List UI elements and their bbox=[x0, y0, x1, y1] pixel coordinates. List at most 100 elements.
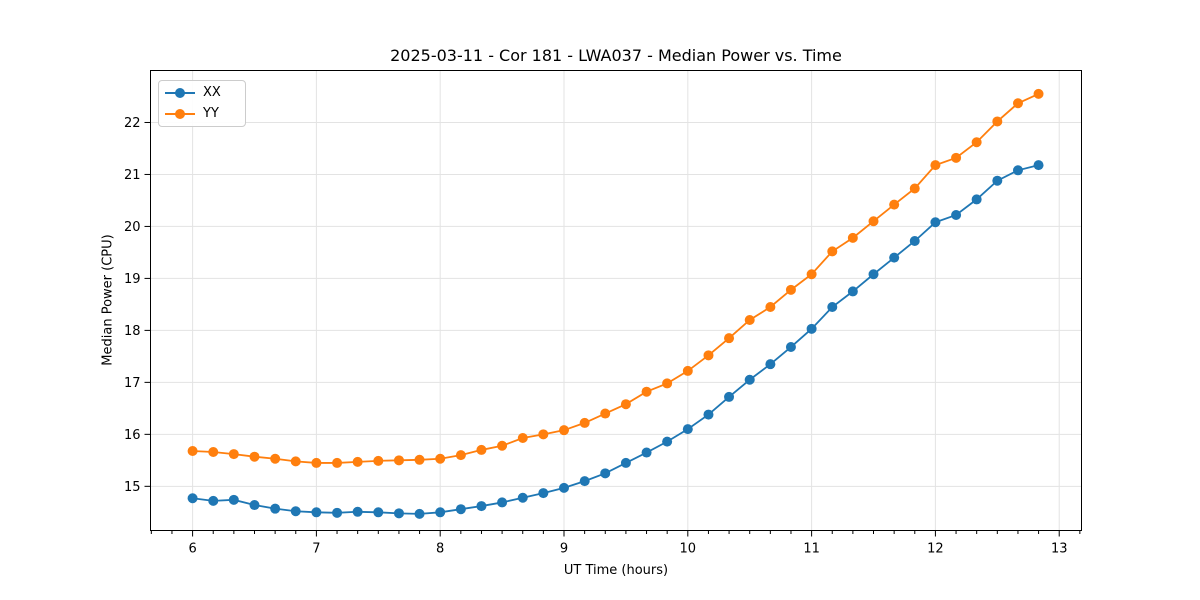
data-point-yy bbox=[208, 447, 219, 458]
legend-line-marker-yy bbox=[165, 107, 195, 121]
data-point-yy bbox=[620, 399, 631, 410]
series-yy bbox=[187, 88, 1044, 468]
data-point-yy bbox=[992, 116, 1003, 127]
data-point-yy bbox=[455, 450, 466, 461]
data-point-xx bbox=[682, 424, 693, 435]
data-point-yy bbox=[476, 444, 487, 455]
data-point-yy bbox=[311, 457, 322, 468]
data-point-yy bbox=[393, 455, 404, 466]
data-point-yy bbox=[847, 232, 858, 243]
data-point-xx bbox=[951, 209, 962, 220]
data-point-xx bbox=[538, 488, 549, 499]
data-point-yy bbox=[270, 453, 281, 464]
data-point-xx bbox=[435, 507, 446, 518]
data-point-xx bbox=[971, 194, 982, 205]
svg-text:17: 17 bbox=[124, 376, 141, 391]
svg-text:21: 21 bbox=[124, 168, 141, 183]
data-point-xx bbox=[373, 507, 384, 518]
svg-text:6: 6 bbox=[188, 542, 196, 557]
data-point-xx bbox=[290, 506, 301, 517]
data-point-xx bbox=[662, 436, 673, 447]
data-point-yy bbox=[414, 454, 425, 465]
data-point-xx bbox=[785, 342, 796, 353]
data-point-xx bbox=[889, 252, 900, 263]
data-point-yy bbox=[703, 350, 714, 361]
x-axis-label: UT Time (hours) bbox=[563, 563, 669, 578]
data-point-yy bbox=[517, 432, 528, 443]
y-axis-label: Median Power (CPU) bbox=[100, 234, 116, 366]
series-xx bbox=[187, 160, 1044, 519]
y-tick-labels: 15 16 17 18 19 20 21 22 bbox=[124, 116, 141, 495]
svg-text:18: 18 bbox=[124, 324, 141, 339]
data-point-yy bbox=[332, 457, 343, 468]
data-point-xx bbox=[517, 492, 528, 503]
data-point-xx bbox=[600, 468, 611, 479]
legend-item-xx: XX bbox=[165, 86, 237, 100]
data-point-yy bbox=[290, 456, 301, 467]
data-point-yy bbox=[249, 451, 260, 462]
x-tick-labels: 6 7 8 9 10 11 12 13 bbox=[188, 542, 1067, 557]
svg-text:16: 16 bbox=[124, 428, 141, 443]
data-point-yy bbox=[579, 417, 590, 428]
data-point-yy bbox=[724, 333, 735, 344]
data-point-xx bbox=[724, 391, 735, 402]
data-point-xx bbox=[827, 301, 838, 312]
data-point-xx bbox=[1033, 160, 1044, 171]
data-point-yy bbox=[971, 137, 982, 148]
data-point-xx bbox=[497, 497, 508, 508]
data-point-yy bbox=[497, 440, 508, 451]
data-point-yy bbox=[373, 455, 384, 466]
data-point-xx bbox=[228, 494, 239, 505]
svg-text:7: 7 bbox=[312, 542, 320, 557]
data-point-xx bbox=[332, 507, 343, 518]
data-point-xx bbox=[393, 508, 404, 519]
data-point-xx bbox=[1012, 165, 1023, 176]
data-point-xx bbox=[187, 493, 198, 504]
axis-ticks bbox=[144, 121, 1081, 537]
svg-text:15: 15 bbox=[124, 480, 141, 495]
svg-text:13: 13 bbox=[1051, 542, 1068, 557]
data-point-yy bbox=[682, 365, 693, 376]
svg-text:8: 8 bbox=[436, 542, 444, 557]
chart-title: 2025-03-11 - Cor 181 - LWA037 - Median P… bbox=[390, 46, 842, 65]
data-point-yy bbox=[806, 269, 817, 280]
data-point-xx bbox=[868, 269, 879, 280]
data-point-xx bbox=[249, 500, 260, 511]
data-point-yy bbox=[765, 301, 776, 312]
data-point-yy bbox=[785, 284, 796, 295]
data-point-yy bbox=[868, 216, 879, 227]
data-point-xx bbox=[909, 235, 920, 246]
data-point-yy bbox=[641, 386, 652, 397]
svg-text:22: 22 bbox=[124, 116, 141, 131]
data-point-xx bbox=[455, 504, 466, 515]
data-point-xx bbox=[703, 409, 714, 420]
data-point-yy bbox=[951, 152, 962, 163]
data-point-yy bbox=[1033, 88, 1044, 99]
data-point-yy bbox=[889, 199, 900, 210]
plot-frame bbox=[150, 70, 1082, 531]
legend-line-marker-xx bbox=[165, 86, 195, 100]
data-point-yy bbox=[930, 160, 941, 171]
legend-item-yy: YY bbox=[165, 107, 237, 121]
data-point-yy bbox=[435, 453, 446, 464]
data-point-yy bbox=[559, 425, 570, 436]
data-point-xx bbox=[620, 457, 631, 468]
svg-text:19: 19 bbox=[124, 272, 141, 287]
data-point-yy bbox=[187, 445, 198, 456]
data-point-yy bbox=[662, 378, 673, 389]
data-point-xx bbox=[930, 217, 941, 228]
data-point-xx bbox=[414, 508, 425, 519]
svg-text:20: 20 bbox=[124, 220, 141, 235]
svg-text:11: 11 bbox=[803, 542, 820, 557]
data-point-xx bbox=[559, 482, 570, 493]
data-point-xx bbox=[579, 476, 590, 487]
data-point-xx bbox=[352, 506, 363, 517]
data-point-xx bbox=[744, 374, 755, 385]
data-point-xx bbox=[765, 359, 776, 370]
legend: XX YY bbox=[158, 80, 246, 127]
data-point-xx bbox=[476, 501, 487, 512]
data-point-yy bbox=[1012, 98, 1023, 109]
data-point-yy bbox=[600, 408, 611, 419]
